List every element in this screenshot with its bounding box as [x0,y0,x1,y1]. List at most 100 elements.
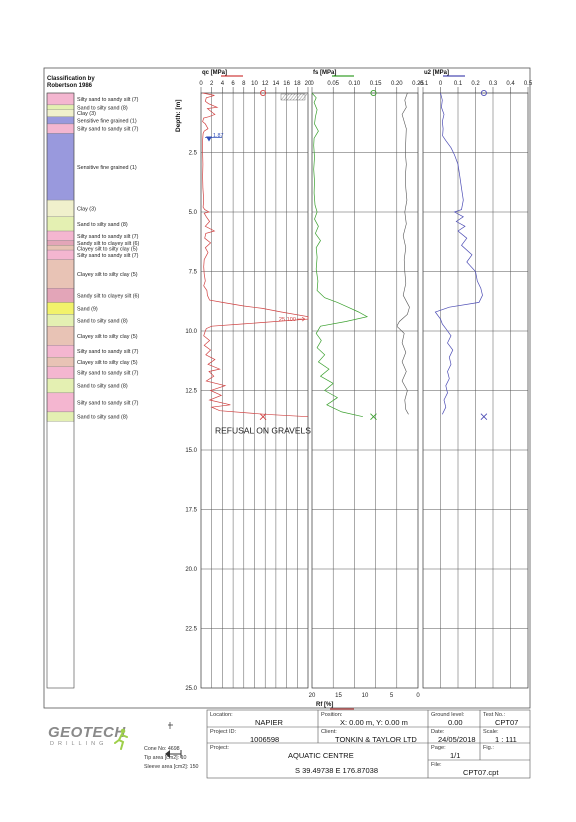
cone-icon [165,722,182,758]
track-tick-label: 2 [210,81,214,87]
soil-layer-label: Silty sand to sandy silt (7) [77,400,139,406]
soil-layer-label: Sensitive fine grained (1) [77,118,137,124]
depth-tick-label: 7.5 [189,270,198,276]
soil-layer-label: Silty sand to sandy silt (7) [77,234,139,240]
soil-layer-band [46,123,75,134]
position-label: Position: [321,712,343,718]
legend-column-frame [46,92,75,689]
soil-layer-label: Silty sand to sandy silt (7) [77,253,139,259]
track-tick-label: 0.10 [349,81,361,87]
soil-layer-band [46,314,75,327]
soil-layer-band [46,392,75,413]
track-tick-label: 0.3 [489,81,498,87]
depth-tick-label: 5.0 [189,210,198,216]
track-tick-label: 18 [294,81,301,87]
project-label: Project: [210,745,229,751]
track-tick-label: 0 [199,81,203,87]
rf-tick-label: 10 [362,693,369,699]
soil-layer-band [46,288,75,303]
client-label: Client: [321,729,337,735]
track-tick-label: 20 [305,81,312,87]
depth-tick-label: 20.0 [185,567,197,573]
soil-layer-band [46,216,75,232]
geotech-drilling-logo: GEOTECH DRILLING [48,724,128,747]
rf-tick-label: 0 [416,693,420,699]
position-value: X: 0.00 m, Y: 0.00 m [340,718,408,727]
soil-layer-band [46,326,75,346]
track-tick-label: -0.1 [418,81,429,87]
hatch-line [283,93,290,101]
depth-axis-label: Depth: [m] [175,100,182,133]
track-end-marker [480,413,488,420]
track-0: qc [MPa] 0 2 4 6 8 10 12 14 16 18 20 25.100 1.87 REFUS… [199,70,312,689]
tip-area: Tip area [cm2]: 10 [144,755,187,761]
depth-tick-label: 10.0 [185,329,197,335]
track-tick-label: 0 [310,81,314,87]
soil-layer-label: Silty sand to sandy silt (7) [77,371,139,377]
depth-tick-label: 15.0 [185,448,197,454]
track-series-line [202,92,309,418]
soil-layer-label: Silty sand to sandy silt (7) [77,127,139,133]
project-id-label: Project ID: [210,729,237,735]
track-tick-label: 0.1 [454,81,463,87]
sheet-frame [43,67,531,709]
rf-tick-label: 15 [335,693,342,699]
soil-layer-label: Sandy silt to clayey silt (6) [77,293,140,299]
hatch-line [286,93,293,101]
soil-layer-band [46,104,75,110]
soil-layer-band [46,357,75,367]
file-value: CPT07.cpt [463,768,499,777]
sleeve-area: Sleeve area [cm2]: 150 [144,764,199,770]
track-tick-label: 0.2 [471,81,480,87]
soil-layer-band [46,133,75,201]
soil-layer-label: Clay (3) [77,111,96,117]
soil-layer-label: Silty sand to sandy silt (7) [77,97,139,103]
depth-tick-label: 25.0 [185,686,197,692]
hatch-line [292,93,299,101]
track-tick-label: 0.20 [391,81,403,87]
track-tick-label: 0.4 [506,81,515,87]
depth-axis-ticks: 2.5 5.0 7.5 10.0 12.5 15.0 17.5 20.0 22.5 25.0 [185,151,197,693]
soil-layer-label: Sand to silty sand (8) [77,222,128,228]
soil-layer-band [46,199,75,217]
track-tick-label: 4 [221,81,225,87]
soil-layer-label: Sand to silty sand (8) [77,105,128,111]
depth-tick-label: 2.5 [189,151,198,157]
track-tick-label: 14 [273,81,280,87]
logo-wordmark: GEOTECH [48,724,126,741]
soil-layer-band [46,366,75,379]
track-1: fs [MPa] 0 0.05 0.10 0.15 0.20 0.25 20 15 10 5 0 Rf … [309,70,424,710]
soil-layer-label: Clayey silt to silty clay (5) [77,360,138,366]
scale-value: 1 : 111 [495,735,517,744]
rf-tick-label: 5 [390,693,394,699]
track-series-line [434,92,483,415]
cone-number: Cone No: 4698 [144,746,180,752]
soil-layer-band [46,249,75,260]
soil-classification-labels: Silty sand to sandy silt (7) Sand to silt… [77,97,140,421]
track-tick-label: 0.5 [524,81,533,87]
runner-icon [114,728,128,750]
location-value: NAPIER [255,718,283,727]
soil-layer-band [46,378,75,394]
depth-tick-label: 12.5 [185,389,197,395]
water-level-label: 1.87 [213,133,224,139]
ground-level-value: 0.00 [448,718,463,727]
project-id-value: 1006598 [250,735,280,744]
soil-layer-band [46,259,75,289]
project-coordinates: S 39.49738 E 176.87038 [295,766,378,775]
legend-title-line2: Robertson 1986 [47,83,93,89]
hatch-line [280,93,287,101]
rf-series-line [396,92,410,415]
soil-layer-label: Clayey silt to silty clay (5) [77,247,138,253]
soil-layer-label: Clayey silt to silty clay (5) [77,272,138,278]
soil-classification-column [46,92,75,422]
track-start-marker [480,89,487,97]
soil-layer-label: Clayey silt to silty clay (5) [77,334,138,340]
soil-layer-band [46,411,75,422]
depth-tick-label: 17.5 [185,508,197,514]
hatch-line [301,93,308,101]
track-title: u2 [MPa] [424,70,449,76]
soil-layer-band [46,345,75,358]
soil-layer-label: Sand to silty sand (8) [77,318,128,324]
